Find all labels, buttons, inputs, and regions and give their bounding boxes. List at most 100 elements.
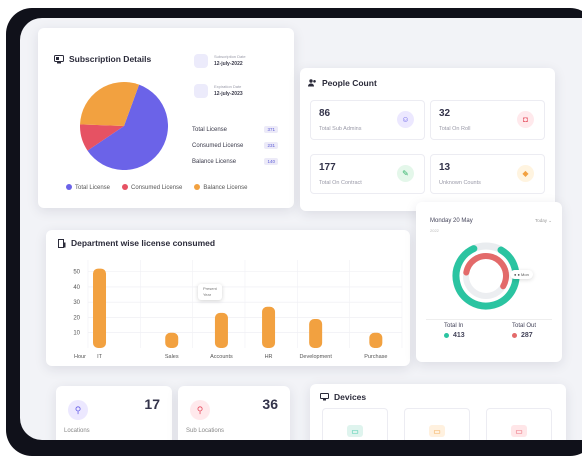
y-tick-label: 30: [73, 300, 80, 306]
y-tick-label: 50: [73, 270, 80, 276]
y-tick-label: 20: [73, 315, 80, 321]
attendance-card: Monday 20 May Today ⌄ 2022 ● ● Mon Total…: [416, 202, 562, 362]
pie-slice-total: [87, 84, 168, 170]
people-count-title-text: People Count: [322, 78, 377, 88]
x-tick-label: Accounts: [210, 354, 233, 360]
x-tick-label: Development: [299, 354, 332, 360]
bar-hr[interactable]: [262, 306, 276, 348]
x-axis-label: Hour: [74, 354, 86, 360]
calendar-icon: [194, 54, 208, 68]
total-out: Total Out 287: [512, 323, 536, 339]
dashboard-screen: Subscription Details Subscription Date 1…: [20, 18, 582, 440]
sub-locations-card[interactable]: ⚲ 36 Sub Locations: [178, 386, 290, 440]
tooltip-value: Year: [203, 292, 212, 297]
camera-icon: ◘: [517, 111, 534, 128]
total-out-value: 287: [521, 332, 533, 339]
stat-unknown[interactable]: 13 Unknown Counts ◆: [430, 154, 545, 194]
subscription-icon: [54, 54, 64, 64]
balance-license-row: Balance License 140: [192, 158, 278, 165]
sub-locations-label: Sub Locations: [186, 428, 225, 434]
bar-accounts[interactable]: [214, 312, 228, 348]
device-idle-icon: ▭: [429, 425, 445, 437]
bar-sales[interactable]: [165, 332, 179, 348]
admin-icon: ☺: [397, 111, 414, 128]
pie-slice-balance: [80, 82, 140, 126]
legend-consumed: Consumed License: [122, 184, 182, 191]
total-in-label: Total In: [444, 323, 464, 329]
department-title-text: Department wise license consumed: [71, 238, 216, 248]
total-out-label: Total Out: [512, 323, 537, 329]
expiration-date: Expiration Date 12-july-2023: [194, 84, 243, 98]
bar-development[interactable]: [309, 318, 323, 348]
people-count-card: People Count 86 Total Sub Admins ☺ 32 To…: [300, 68, 555, 211]
stat-on-contract[interactable]: 177 Total On Contract ✎: [310, 154, 425, 194]
today-dropdown[interactable]: Today ⌄: [534, 218, 552, 223]
sub-locations-value: 36: [262, 396, 278, 412]
expiration-date-value: 12-july-2023: [214, 91, 243, 97]
department-bar-chart: 50 40 30 20 10 Hour IT Sales Accounts HR Developme…: [73, 260, 403, 360]
total-out-arc: [463, 253, 509, 300]
license-pie: [76, 78, 172, 179]
x-tick-label: IT: [97, 354, 103, 360]
attendance-date: Monday 20 May: [430, 218, 473, 224]
department-license-card: Department wise license consumed 50 40 30 2…: [46, 230, 410, 366]
locations-label: Locations: [64, 428, 90, 434]
people-icon: [308, 79, 317, 87]
people-count-title: People Count: [308, 78, 377, 88]
attendance-year: 2022: [430, 228, 439, 233]
locations-card[interactable]: ⚲ 17 Locations: [56, 386, 172, 440]
legend-total: Total License: [66, 184, 110, 191]
device-tile-2[interactable]: ▭: [404, 408, 470, 440]
device-online-icon: ▭: [347, 425, 363, 437]
locations-value: 17: [144, 396, 160, 412]
balance-license-value: 140: [264, 158, 278, 165]
stat-on-contract-value: 177: [319, 162, 336, 173]
subscription-title: Subscription Details: [54, 54, 151, 64]
y-tick-label: 10: [73, 331, 80, 337]
subscription-date: Subscription Date 12-july-2022: [194, 54, 246, 68]
total-in-value: 413: [453, 332, 465, 339]
ring-tooltip: ● ● Mon: [510, 270, 533, 279]
total-license-value: 371: [264, 126, 278, 133]
monitor-icon: [320, 393, 329, 401]
pie-slice-consumed: [80, 124, 124, 151]
department-icon: [58, 238, 66, 248]
pie-legend: Total License Consumed License Balance L…: [66, 184, 247, 191]
x-tick-label: Sales: [165, 354, 179, 360]
calendar-expiry-icon: [194, 84, 208, 98]
stat-on-roll[interactable]: 32 Total On Roll ◘: [430, 100, 545, 140]
stat-on-roll-value: 32: [439, 108, 451, 119]
x-tick-label: HR: [265, 354, 273, 360]
tooltip-title: Present: [203, 286, 217, 291]
devices-card: Devices ▭ ▭ ▭: [310, 384, 566, 440]
expiration-date-label: Expiration Date: [214, 84, 242, 89]
subscription-date-value: 12-july-2022: [214, 61, 243, 67]
device-tile-3[interactable]: ▭: [486, 408, 552, 440]
unknown-icon: ◆: [517, 165, 534, 182]
stat-on-contract-label: Total On Contract: [319, 180, 362, 186]
chart-tooltip: Present Year: [198, 284, 222, 300]
total-in-arc: [452, 242, 520, 310]
location-pin-icon: ⚲: [68, 400, 88, 420]
x-tick-label: Purchase: [364, 354, 387, 360]
department-title: Department wise license consumed: [58, 238, 215, 248]
device-tile-1[interactable]: ▭: [322, 408, 388, 440]
bar-it[interactable]: [93, 268, 107, 348]
total-license-label: Total License: [192, 126, 228, 133]
consumed-license-row: Consumed License 231: [192, 142, 278, 149]
contract-icon: ✎: [397, 165, 414, 182]
sub-location-icon: ⚲: [190, 400, 210, 420]
legend-balance: Balance License: [194, 184, 247, 191]
stat-sub-admins-value: 86: [319, 108, 331, 119]
stat-unknown-label: Unknown Counts: [439, 180, 481, 186]
bar-purchase[interactable]: [369, 332, 383, 348]
y-tick-label: 40: [73, 285, 80, 291]
subscription-card: Subscription Details Subscription Date 1…: [38, 28, 294, 208]
devices-title-text: Devices: [334, 392, 367, 402]
device-offline-icon: ▭: [511, 425, 527, 437]
stat-sub-admins-label: Total Sub Admins: [319, 126, 362, 132]
stat-on-roll-label: Total On Roll: [439, 126, 471, 132]
balance-license-label: Balance License: [192, 158, 237, 165]
devices-title: Devices: [320, 392, 366, 402]
stat-sub-admins[interactable]: 86 Total Sub Admins ☺: [310, 100, 425, 140]
